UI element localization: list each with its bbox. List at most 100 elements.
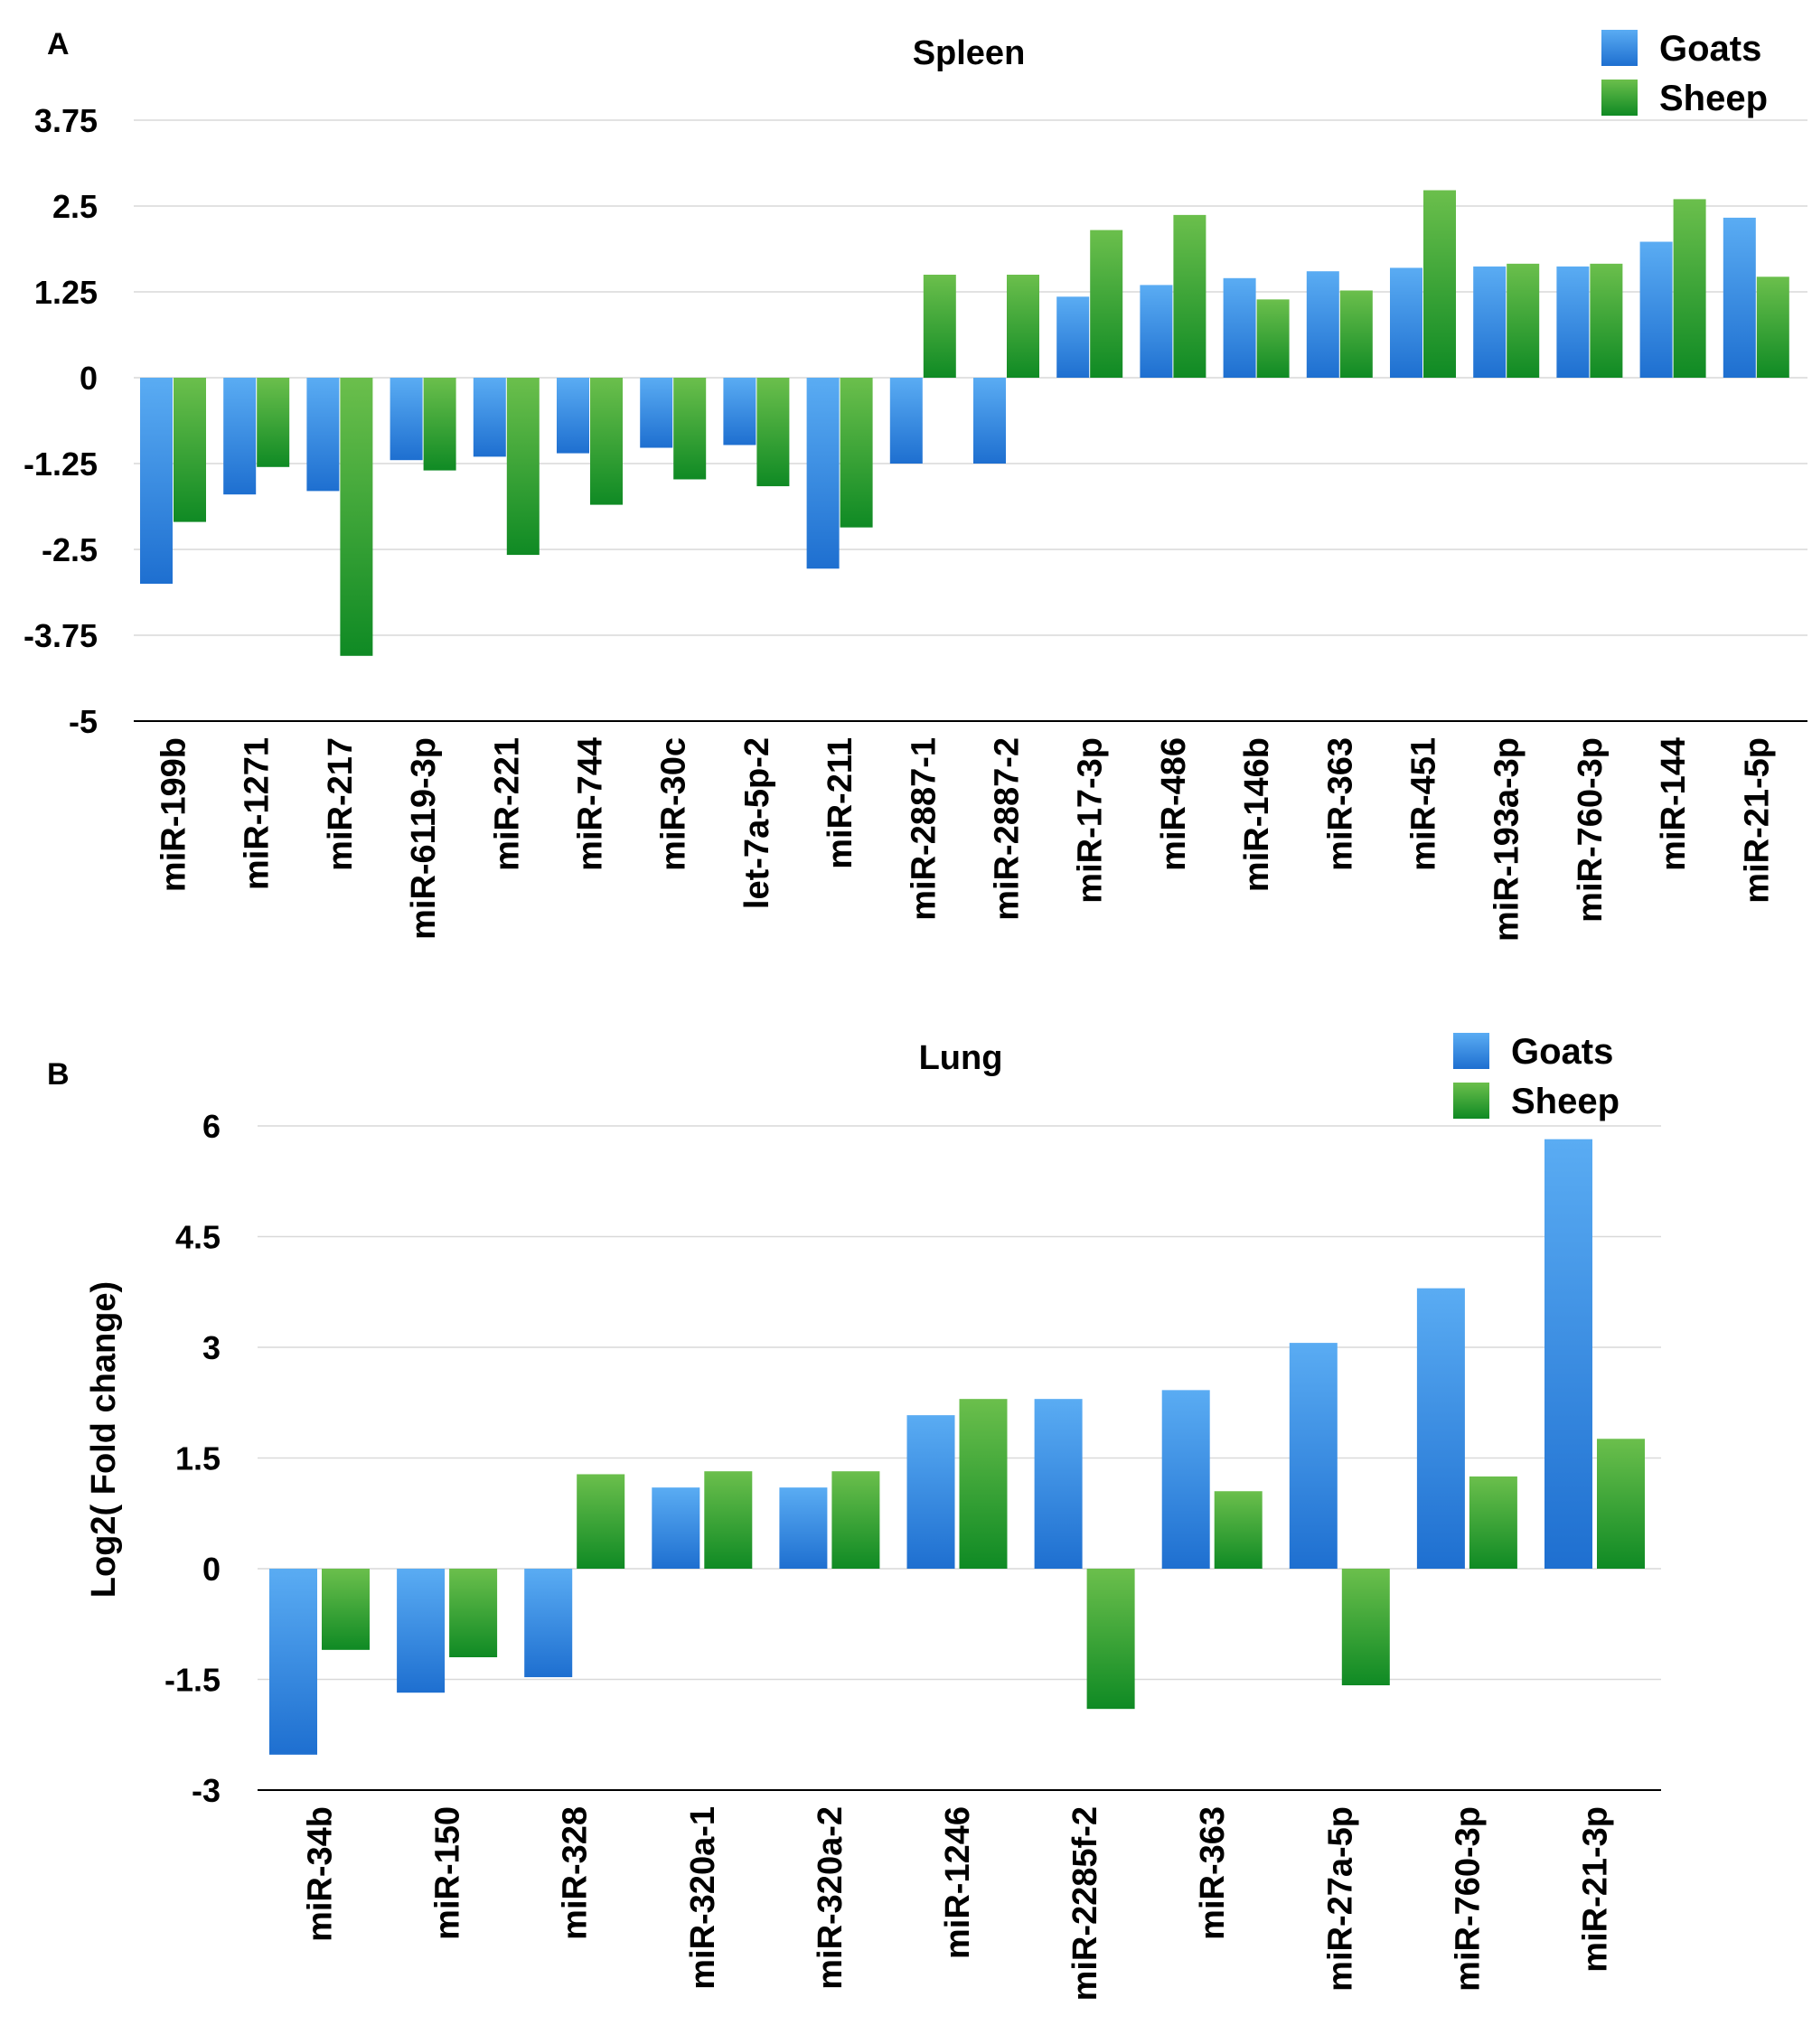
chart-title: Spleen	[913, 34, 1026, 72]
bar-sheep-mir-328	[577, 1474, 625, 1569]
bar-goats-mir-34b	[269, 1569, 317, 1755]
legend-label-sheep: Sheep	[1659, 79, 1768, 118]
x-tick-label: miR-6119-3p	[405, 737, 443, 940]
bar-goats-mir-21-3p	[1544, 1139, 1592, 1569]
x-tick-label: miR-27a-5p	[1321, 1806, 1359, 1992]
y-tick-label: 3.75	[34, 102, 98, 139]
bar-goats-mir-2887-2	[973, 378, 1006, 464]
bar-goats-mir-744	[557, 378, 589, 454]
y-tick-label: 3	[202, 1329, 221, 1366]
bar-sheep-mir-2285f-2	[1086, 1569, 1135, 1710]
y-tick-label: 4.5	[175, 1219, 221, 1256]
bar-goats-mir-760-3p	[1556, 266, 1590, 378]
y-tick-label: 0	[80, 360, 98, 397]
bar-sheep-mir-17-3p	[1090, 230, 1123, 378]
bar-goats-mir-328	[524, 1569, 573, 1678]
x-tick-label: miR-363	[1321, 737, 1359, 871]
bar-sheep-mir-760-3p	[1469, 1476, 1517, 1569]
x-tick-label: miR-328	[557, 1806, 595, 1940]
chart-panel-spleen: A Spleen Goats Sheep 3.75 2.5 1.25 0 -1.25 -2…	[23, 27, 1807, 942]
y-tick-label: 1.25	[34, 274, 98, 311]
bar-goats-mir-451	[1390, 267, 1422, 378]
y-tick-label: -3.75	[23, 617, 98, 654]
x-tick-label: miR-150	[429, 1806, 467, 1940]
x-tick-label: miR-1246	[939, 1806, 977, 1959]
legend-label-sheep: Sheep	[1511, 1082, 1620, 1121]
bar-goats-mir-486	[1140, 285, 1173, 378]
bar-sheep-mir-34b	[322, 1569, 370, 1650]
y-tick-label: 6	[202, 1108, 221, 1145]
x-tick-label: miR-144	[1655, 737, 1693, 871]
bar-sheep-mir-2887-2	[1007, 275, 1039, 378]
y-tick-label: -1.25	[23, 445, 98, 483]
bar-sheep-mir-6119-3p	[423, 378, 456, 471]
bar-sheep-mir-211	[840, 378, 873, 528]
legend-swatch-goats	[1453, 1033, 1489, 1069]
y-tick-label: -5	[69, 703, 98, 740]
x-tick-label: miR-193a-3p	[1488, 737, 1526, 942]
x-tick-label: miR-2887-1	[905, 737, 943, 921]
bar-sheep-mir-221	[506, 378, 540, 556]
bar-goats-mir-217	[306, 378, 340, 492]
bar-goats-let-7a-5p-2	[723, 378, 756, 445]
bar-goats-mir-320a-2	[779, 1487, 828, 1569]
bar-sheep-mir-30c	[673, 378, 707, 480]
x-tick-label: miR-320a-2	[812, 1806, 850, 1990]
bar-sheep-let-7a-5p-2	[756, 378, 790, 487]
bar-goats-mir-144	[1639, 241, 1673, 378]
y-tick-label: 1.5	[175, 1440, 221, 1477]
bar-sheep-mir-27a-5p	[1341, 1569, 1390, 1686]
bar-sheep-mir-1246	[959, 1399, 1008, 1569]
bar-sheep-mir-363	[1214, 1491, 1263, 1569]
chart-panel-lung: B Lung Log2( Fold change) Goats Sheep 6 4…	[47, 1032, 1661, 2001]
x-tick-label: miR-760-3p	[1572, 737, 1610, 923]
bar-sheep-mir-760-3p	[1590, 263, 1623, 378]
bar-sheep-mir-193a-3p	[1507, 263, 1540, 378]
bar-goats-mir-27a-5p	[1289, 1343, 1338, 1569]
bar-goats-mir-1246	[906, 1415, 955, 1569]
x-tick-label: miR-221	[488, 737, 526, 871]
x-tick-label: miR-744	[572, 737, 610, 871]
bar-sheep-mir-1271	[257, 378, 290, 467]
bar-goats-mir-199b	[140, 378, 173, 584]
bar-goats-mir-1271	[223, 378, 257, 495]
bar-sheep-mir-21-5p	[1756, 277, 1789, 378]
legend-label-goats: Goats	[1511, 1032, 1613, 1072]
panel-label: A	[47, 27, 70, 61]
bar-sheep-mir-320a-2	[831, 1471, 880, 1569]
bar-goats-mir-17-3p	[1056, 296, 1090, 378]
x-tick-label: miR-146b	[1238, 737, 1276, 892]
x-tick-label: miR-2285f-2	[1066, 1806, 1104, 2001]
bar-sheep-mir-150	[449, 1569, 498, 1657]
x-tick-label: miR-363	[1194, 1806, 1232, 1940]
x-tick-label: miR-21-5p	[1738, 737, 1776, 904]
bar-sheep-mir-199b	[174, 378, 206, 522]
legend-swatch-sheep	[1453, 1083, 1489, 1119]
bar-sheep-mir-2887-1	[923, 275, 956, 378]
x-tick-label: miR-17-3p	[1072, 737, 1110, 904]
x-tick-label: let-7a-5p-2	[738, 737, 776, 909]
bar-sheep-mir-320a-1	[704, 1471, 753, 1569]
bar-goats-mir-320a-1	[652, 1487, 700, 1569]
x-tick-label: miR-217	[322, 737, 360, 871]
bar-goats-mir-146b	[1223, 277, 1256, 378]
legend-label-goats: Goats	[1659, 29, 1761, 69]
y-tick-label: 0	[202, 1551, 221, 1588]
x-tick-label: miR-760-3p	[1449, 1806, 1487, 1992]
y-tick-label: 2.5	[52, 188, 98, 225]
x-tick-label: miR-451	[1405, 737, 1443, 871]
bar-sheep-mir-363	[1339, 290, 1373, 378]
y-tick-label: -3	[192, 1772, 221, 1809]
bar-sheep-mir-744	[590, 378, 623, 505]
x-tick-label: miR-21-3p	[1577, 1806, 1615, 1973]
bar-sheep-mir-217	[340, 378, 373, 656]
bar-goats-mir-30c	[640, 378, 673, 448]
x-tick-label: miR-320a-1	[684, 1806, 722, 1990]
bar-goats-mir-760-3p	[1416, 1288, 1465, 1569]
chart-title: Lung	[919, 1039, 1003, 1077]
bar-goats-mir-6119-3p	[390, 378, 423, 461]
x-tick-label: miR-199b	[155, 737, 193, 892]
bar-sheep-mir-144	[1673, 199, 1706, 378]
y-axis-label: Log2( Fold change)	[85, 1281, 123, 1598]
